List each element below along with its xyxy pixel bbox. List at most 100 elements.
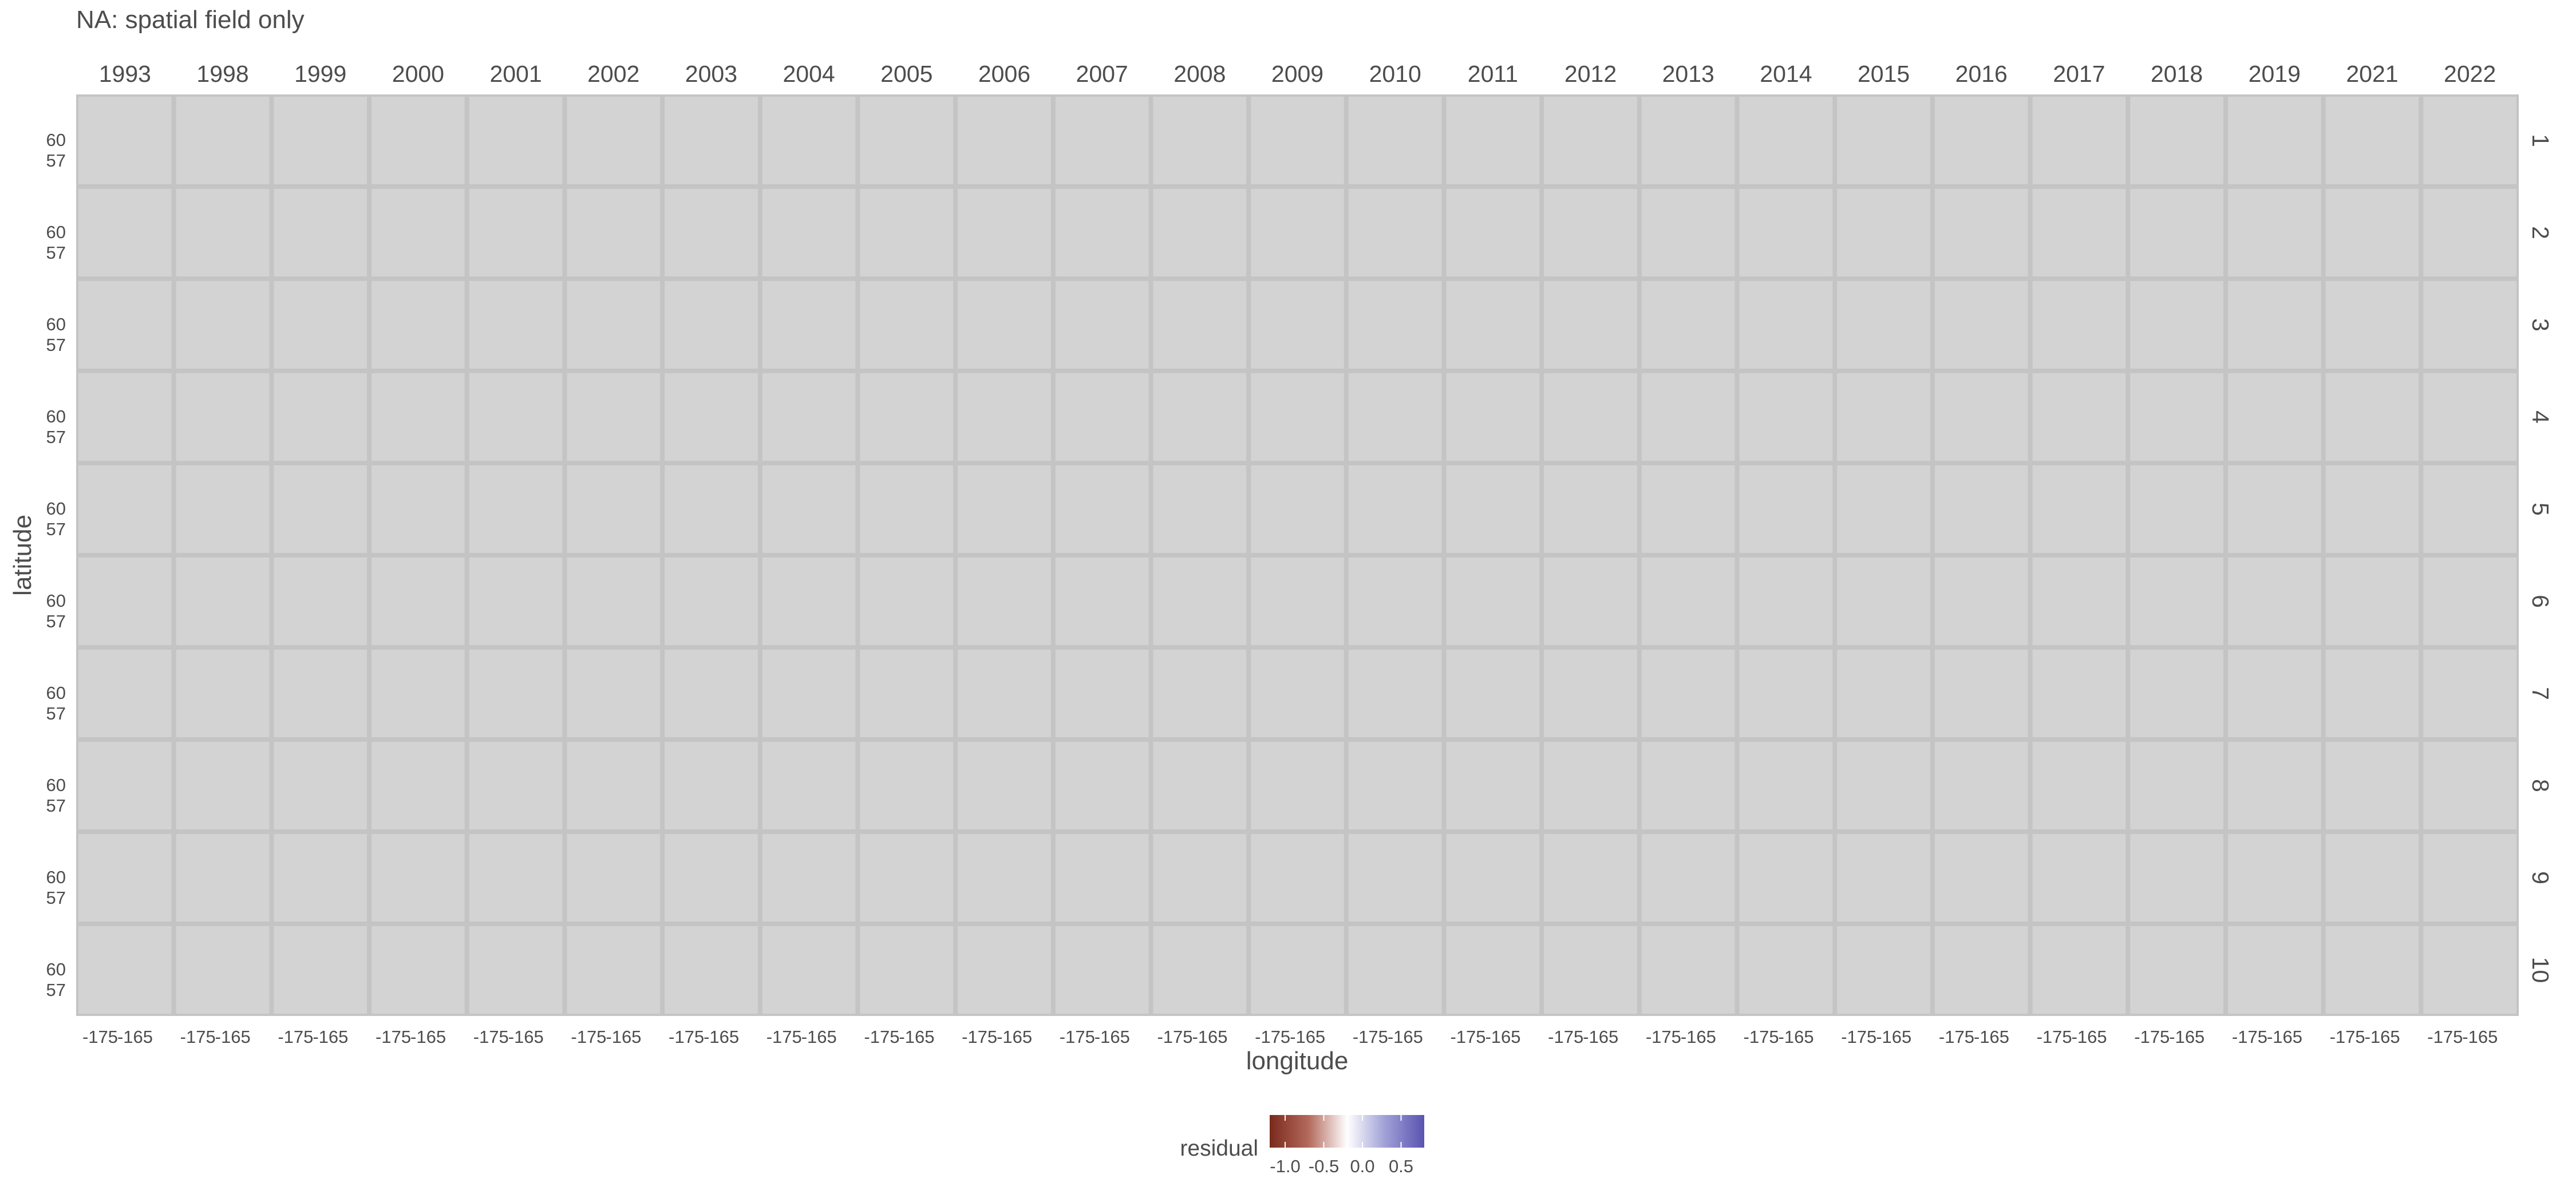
y-tick-label: 60 xyxy=(46,499,66,519)
facet-panel xyxy=(2130,834,2223,922)
facet-panel xyxy=(567,189,661,276)
facet-panel xyxy=(958,557,1051,645)
strip-label-column: 2007 xyxy=(1076,61,1128,87)
facet-panel xyxy=(1837,834,1930,922)
facet-panel xyxy=(176,742,270,829)
facet-panel xyxy=(1544,557,1637,645)
y-tick-label: 57 xyxy=(46,888,66,908)
facet-panel xyxy=(1251,189,1344,276)
x-tick-label: -165 xyxy=(2267,1027,2302,1047)
facet-panel xyxy=(274,97,368,184)
facet-panel xyxy=(1153,557,1247,645)
y-tick-label: 60 xyxy=(46,959,66,979)
facet-panel xyxy=(860,97,954,184)
facet-panel xyxy=(1055,97,1149,184)
facet-panel xyxy=(2227,97,2321,184)
facet-panel xyxy=(958,742,1051,829)
facet-panel xyxy=(1641,834,1735,922)
facet-panel xyxy=(469,557,563,645)
x-axis-ticks: -175-165 -175-165 -175-165 -175-165 -175-165… xyxy=(82,1027,2498,1047)
y-tick-label: 60 xyxy=(46,683,66,703)
x-tick-label: -175 xyxy=(1939,1027,1974,1047)
facet-panel xyxy=(274,834,368,922)
facet-panel xyxy=(274,926,368,1014)
facet-panel xyxy=(1837,373,1930,461)
strip-label-column: 2009 xyxy=(1271,61,1323,87)
facet-panel xyxy=(762,557,856,645)
facet-panel xyxy=(1739,281,1833,369)
facet-panel xyxy=(1446,557,1540,645)
facet-panel xyxy=(372,373,465,461)
facet-panel xyxy=(274,742,368,829)
facet-panel xyxy=(1934,926,2028,1014)
facet-panel xyxy=(567,926,661,1014)
facet-panel xyxy=(1251,557,1344,645)
facet-panel xyxy=(1153,465,1247,553)
facet-panel xyxy=(1934,742,2028,829)
x-tick-label: -165 xyxy=(410,1027,446,1047)
facet-panel xyxy=(78,465,172,553)
facet-panel xyxy=(762,97,856,184)
x-tick-label: -175 xyxy=(864,1027,899,1047)
facet-panel xyxy=(2227,742,2321,829)
facet-panel xyxy=(2325,557,2419,645)
facet-panel xyxy=(1251,373,1344,461)
x-tick-label: -175 xyxy=(82,1027,118,1047)
facet-panel xyxy=(860,742,954,829)
facet-panel xyxy=(1837,281,1930,369)
strip-label-column: 2012 xyxy=(1564,61,1617,87)
facet-panel xyxy=(958,926,1051,1014)
facet-panel xyxy=(2325,742,2419,829)
facet-panel xyxy=(176,557,270,645)
facet-panel xyxy=(1348,650,1442,737)
y-tick-label: 57 xyxy=(46,243,66,263)
strip-label-column: 2018 xyxy=(2151,61,2203,87)
facet-panel xyxy=(2325,926,2419,1014)
strip-label-row: 3 xyxy=(2527,318,2554,331)
facet-panel xyxy=(372,557,465,645)
facet-panel xyxy=(958,834,1051,922)
facet-panel xyxy=(2130,557,2223,645)
legend: residual -1.0 -0.5 0.0 0.5 xyxy=(1180,1115,1424,1176)
facet-panel xyxy=(665,557,758,645)
facet-panel xyxy=(665,465,758,553)
facet-panel xyxy=(78,557,172,645)
facet-panel xyxy=(372,189,465,276)
facet-panel xyxy=(1348,281,1442,369)
strip-label-row: 9 xyxy=(2527,871,2554,884)
facet-panel xyxy=(2325,834,2419,922)
facet-panel xyxy=(1055,189,1149,276)
legend-tick-label: -0.5 xyxy=(1309,1156,1339,1176)
facet-panel xyxy=(2032,926,2126,1014)
x-tick-label: -165 xyxy=(801,1027,837,1047)
strip-label-column: 2004 xyxy=(783,61,835,87)
facet-panel xyxy=(1641,650,1735,737)
facet-panel xyxy=(567,97,661,184)
x-tick-label: -175 xyxy=(2232,1027,2267,1047)
facet-panel xyxy=(469,926,563,1014)
facet-panel xyxy=(1544,742,1637,829)
facet-panel xyxy=(860,189,954,276)
facet-panel xyxy=(1055,373,1149,461)
strip-label-row: 1 xyxy=(2527,134,2554,147)
facet-panel xyxy=(1934,465,2028,553)
x-tick-label: -175 xyxy=(767,1027,802,1047)
x-tick-label: -165 xyxy=(1779,1027,1814,1047)
facet-panel xyxy=(2130,281,2223,369)
facet-panel xyxy=(469,742,563,829)
facet-panel xyxy=(860,557,954,645)
facet-panel xyxy=(1739,926,1833,1014)
facet-panel xyxy=(958,281,1051,369)
legend-title: residual xyxy=(1180,1136,1258,1161)
facet-panel xyxy=(665,742,758,829)
facet-panel xyxy=(860,926,954,1014)
facet-panel xyxy=(860,281,954,369)
facet-panel xyxy=(567,557,661,645)
facet-panel xyxy=(2130,465,2223,553)
x-tick-label: -165 xyxy=(1388,1027,1423,1047)
facet-panel xyxy=(762,742,856,829)
facet-panel xyxy=(2032,742,2126,829)
x-tick-label: -175 xyxy=(1548,1027,1583,1047)
facet-panel xyxy=(762,650,856,737)
